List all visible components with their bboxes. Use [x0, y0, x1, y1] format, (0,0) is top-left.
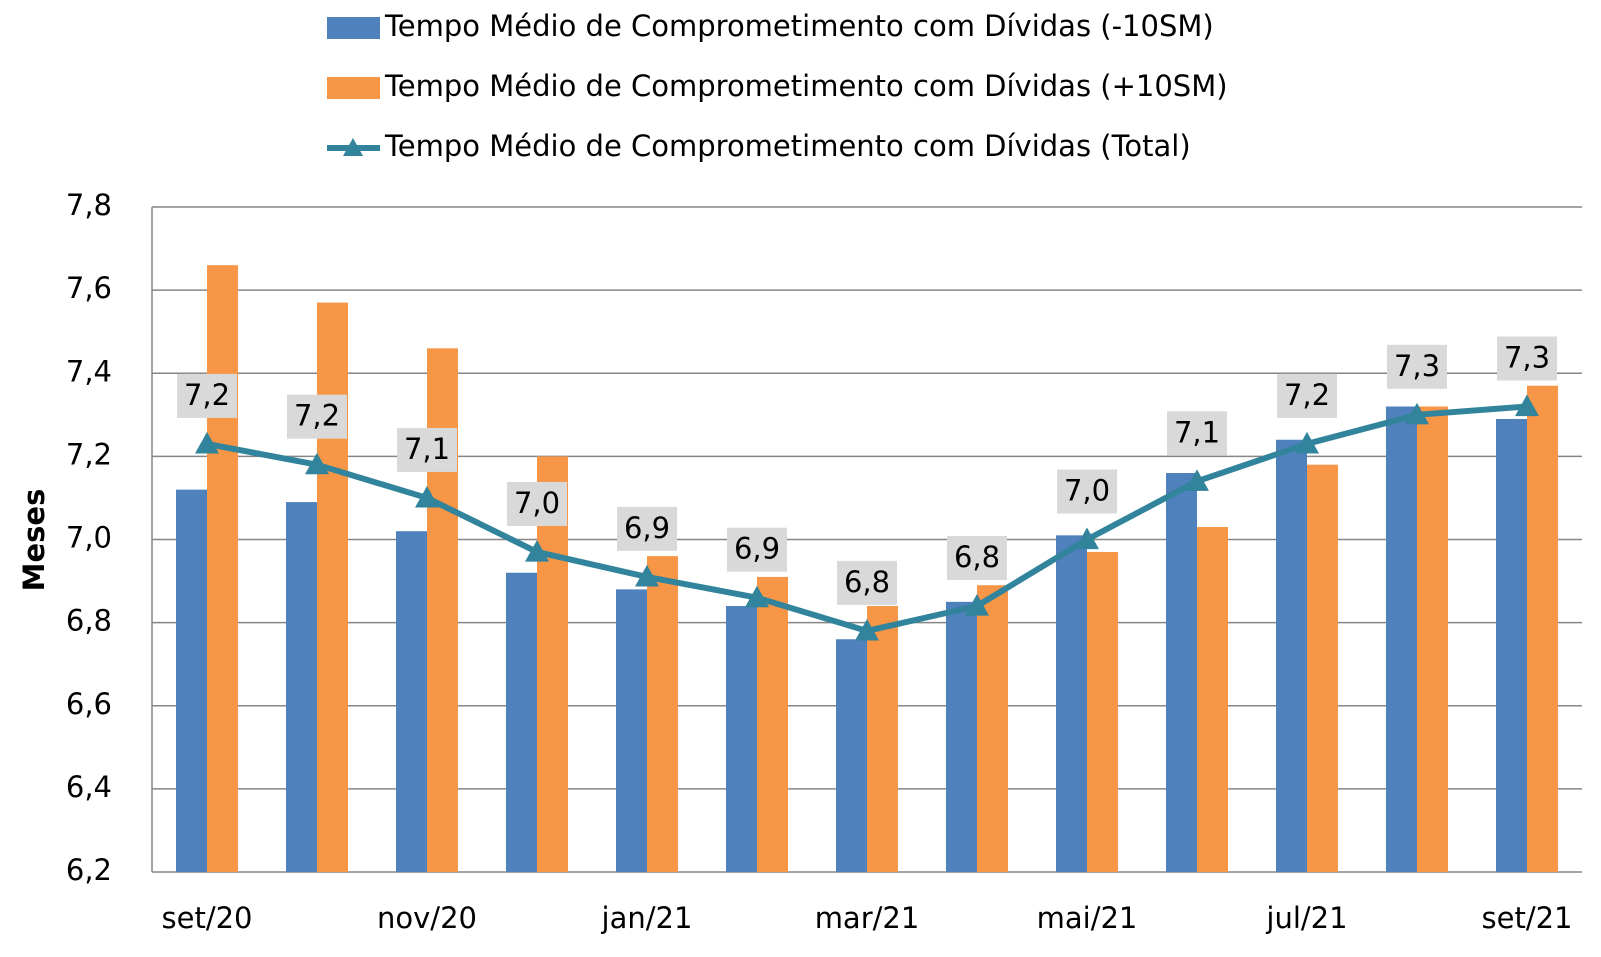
x-tick-label: mar/21: [815, 901, 920, 935]
bar: [726, 606, 757, 872]
legend-label: Tempo Médio de Comprometimento com Dívid…: [384, 129, 1191, 163]
data-label-box: [507, 481, 567, 526]
x-tick-label: nov/20: [377, 901, 477, 935]
data-label: 7,1: [1174, 415, 1220, 449]
data-label: 7,0: [514, 486, 560, 520]
bar: [506, 572, 537, 872]
bar: [647, 556, 678, 872]
line-marker: [305, 452, 329, 475]
data-label-box: [947, 536, 1007, 580]
data-label-box: [1057, 469, 1117, 514]
data-label: 6,8: [844, 565, 890, 599]
line-marker: [195, 431, 219, 454]
line-marker: [965, 594, 989, 616]
data-label-box: [727, 527, 787, 572]
y-tick-label: 7,6: [66, 271, 112, 305]
data-label-box: [397, 427, 457, 472]
data-label: 6,9: [624, 511, 670, 545]
y-tick-label: 6,2: [66, 853, 112, 887]
y-tick-label: 7,8: [66, 188, 112, 222]
y-tick-label: 7,4: [66, 354, 112, 388]
bar: [1276, 439, 1307, 872]
legend-swatch: [327, 77, 380, 99]
y-tick-label: 7,0: [66, 521, 112, 555]
x-tick-label: mai/21: [1037, 901, 1138, 935]
bar: [317, 302, 348, 872]
line-marker: [415, 485, 439, 508]
bar: [176, 489, 207, 872]
bar: [427, 348, 458, 872]
data-label-box: [287, 394, 347, 439]
legend-label: Tempo Médio de Comprometimento com Dívid…: [384, 69, 1228, 103]
legend-swatch: [327, 17, 380, 39]
line-marker: [855, 618, 879, 641]
y-tick-label: 6,6: [66, 687, 112, 721]
legend-marker: [343, 138, 363, 156]
bar: [396, 531, 427, 872]
bar: [616, 589, 647, 872]
data-label: 7,0: [1064, 474, 1110, 508]
line-marker: [635, 564, 659, 587]
bar: [1056, 535, 1087, 872]
data-label-box: [177, 373, 237, 418]
data-label-box: [1497, 336, 1557, 381]
data-label-box: [1387, 344, 1447, 389]
bar: [286, 502, 317, 872]
data-label: 7,2: [1284, 378, 1330, 412]
data-label: 6,9: [734, 532, 780, 566]
line-marker: [1075, 527, 1099, 550]
x-tick-label: set/20: [162, 901, 253, 935]
line-marker: [1295, 431, 1319, 454]
bar: [207, 265, 238, 872]
bar: [1087, 551, 1118, 872]
y-axis-title: Meses: [17, 489, 51, 592]
data-label: 7,2: [184, 378, 230, 412]
data-label: 7,3: [1504, 341, 1550, 375]
bar: [1386, 406, 1417, 872]
bar: [1307, 464, 1338, 872]
data-label-box: [1167, 411, 1227, 456]
data-label: 6,8: [954, 540, 1000, 574]
x-tick-label: jan/21: [601, 901, 693, 935]
bar: [867, 606, 898, 872]
line-marker: [1515, 394, 1539, 417]
bar: [1166, 473, 1197, 872]
legend-label: Tempo Médio de Comprometimento com Dívid…: [384, 9, 1214, 43]
y-tick-label: 7,2: [66, 437, 112, 471]
bar: [1197, 527, 1228, 872]
data-label: 7,3: [1394, 349, 1440, 383]
data-label-box: [617, 506, 677, 551]
x-tick-label: set/21: [1482, 901, 1573, 935]
bar: [1496, 418, 1527, 872]
bar: [977, 585, 1008, 872]
data-label-box: [837, 560, 897, 605]
bar: [836, 639, 867, 872]
line-marker: [1185, 469, 1209, 491]
data-label: 7,2: [294, 399, 340, 433]
data-label: 7,1: [404, 432, 450, 466]
line-marker: [745, 585, 769, 608]
line-marker: [1405, 402, 1429, 425]
bar: [757, 576, 788, 872]
y-tick-label: 6,4: [66, 770, 112, 804]
bar: [1417, 406, 1448, 872]
bar: [946, 601, 977, 872]
line-marker: [525, 539, 549, 562]
bar: [1527, 385, 1558, 872]
x-tick-label: jul/21: [1265, 901, 1347, 935]
data-label-box: [1277, 373, 1337, 418]
y-tick-label: 6,8: [66, 604, 112, 638]
